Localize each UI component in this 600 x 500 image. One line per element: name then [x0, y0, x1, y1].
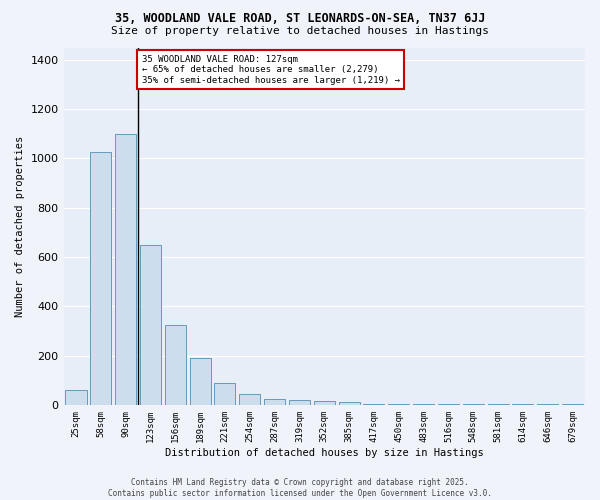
Bar	[214, 382, 235, 405]
Bar	[388, 404, 409, 405]
Bar	[338, 402, 359, 405]
X-axis label: Distribution of detached houses by size in Hastings: Distribution of detached houses by size …	[165, 448, 484, 458]
Bar	[438, 404, 459, 405]
Bar	[289, 400, 310, 405]
Bar	[463, 404, 484, 405]
Y-axis label: Number of detached properties: Number of detached properties	[15, 136, 25, 317]
Text: Size of property relative to detached houses in Hastings: Size of property relative to detached ho…	[111, 26, 489, 36]
Text: 35 WOODLAND VALE ROAD: 127sqm
← 65% of detached houses are smaller (2,279)
35% o: 35 WOODLAND VALE ROAD: 127sqm ← 65% of d…	[142, 55, 400, 84]
Bar	[165, 324, 186, 405]
Bar	[90, 152, 112, 405]
Bar	[264, 398, 285, 405]
Text: 35, WOODLAND VALE ROAD, ST LEONARDS-ON-SEA, TN37 6JJ: 35, WOODLAND VALE ROAD, ST LEONARDS-ON-S…	[115, 12, 485, 26]
Bar	[413, 404, 434, 405]
Bar	[314, 401, 335, 405]
Text: Contains HM Land Registry data © Crown copyright and database right 2025.
Contai: Contains HM Land Registry data © Crown c…	[108, 478, 492, 498]
Bar	[239, 394, 260, 405]
Bar	[364, 404, 385, 405]
Bar	[140, 244, 161, 405]
Bar	[190, 358, 211, 405]
Bar	[115, 134, 136, 405]
Bar	[65, 390, 86, 405]
